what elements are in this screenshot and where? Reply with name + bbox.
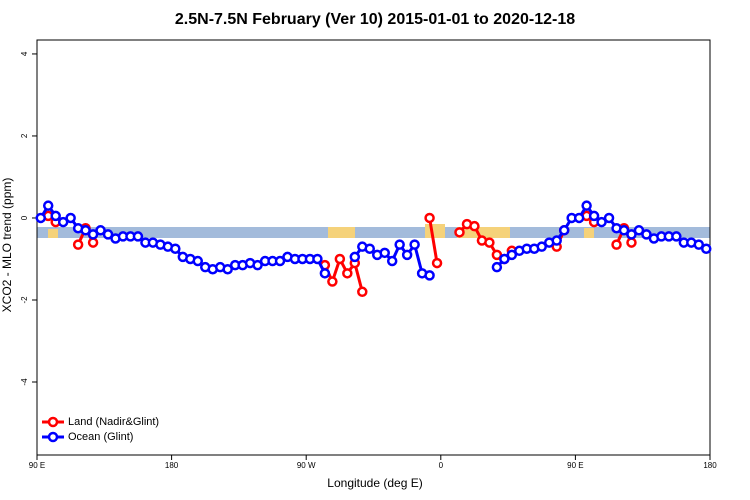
- land-patch: [457, 227, 510, 238]
- ocean-strip: [37, 227, 710, 238]
- data-point: [499, 253, 510, 265]
- land-patch: [48, 229, 58, 238]
- y-axis-label: XCO2 - MLO trend (ppm): [0, 178, 14, 313]
- data-point: [192, 255, 204, 267]
- data-point: [603, 212, 615, 224]
- data-point: [693, 239, 705, 250]
- data-point: [558, 225, 570, 236]
- data-point: [581, 200, 592, 211]
- x-tick-label: 180: [165, 461, 179, 470]
- data-point: [95, 225, 106, 236]
- data-point: [401, 249, 413, 261]
- land-patch: [328, 227, 355, 238]
- x-axis-label: Longitude (deg E): [327, 476, 422, 490]
- chart-title: 2.5N-7.5N February (Ver 10) 2015-01-01 t…: [175, 11, 575, 28]
- legend-marker: [47, 431, 59, 443]
- x-tick-label: 90 E: [567, 461, 583, 470]
- data-point: [536, 241, 547, 252]
- data-point: [626, 237, 637, 248]
- y-tick-label: 4: [20, 51, 29, 56]
- data-point: [409, 239, 420, 250]
- data-point: [50, 210, 61, 222]
- data-point: [80, 225, 91, 236]
- x-tick-label: 90 W: [297, 461, 316, 470]
- data-point: [87, 237, 99, 248]
- x-tick-label: 0: [439, 461, 444, 470]
- data-point: [57, 216, 69, 228]
- data-point: [454, 227, 465, 238]
- data-point: [252, 259, 263, 271]
- x-tick-label: 180: [703, 461, 717, 470]
- data-point: [102, 229, 114, 240]
- legend-label: Ocean (Glint): [68, 431, 133, 443]
- x-tick-label: 90 E: [29, 461, 45, 470]
- data-point: [394, 239, 405, 250]
- data-point: [342, 268, 353, 279]
- data-point: [222, 263, 233, 275]
- land-patch: [584, 228, 594, 238]
- map-strip: [37, 224, 710, 238]
- data-point: [35, 212, 46, 224]
- data-point: [87, 229, 99, 240]
- data-point: [573, 212, 585, 224]
- data-point: [334, 253, 346, 265]
- data-point: [132, 231, 144, 242]
- data-point: [491, 249, 503, 261]
- legend-marker: [47, 416, 59, 428]
- data-point: [379, 247, 390, 259]
- data-point: [551, 235, 562, 246]
- data-point: [618, 225, 630, 236]
- data-point: [431, 257, 443, 269]
- y-tick-label: -4: [20, 378, 29, 386]
- data-point: [349, 251, 361, 263]
- data-point: [633, 225, 645, 236]
- data-point: [327, 276, 338, 287]
- legend-label: Land (Nadir&Glint): [68, 416, 159, 428]
- data-point: [424, 212, 435, 224]
- data-point: [588, 210, 600, 222]
- data-point: [42, 200, 54, 211]
- y-tick-label: 2: [20, 133, 29, 138]
- data-point: [364, 243, 376, 254]
- data-point: [484, 237, 495, 248]
- data-point: [596, 216, 607, 228]
- y-tick-label: 0: [20, 215, 29, 220]
- data-point: [170, 243, 181, 254]
- data-point: [319, 268, 331, 279]
- land-patch: [425, 224, 445, 238]
- data-point: [469, 220, 480, 232]
- data-point: [701, 243, 712, 254]
- data-point: [641, 229, 652, 240]
- data-point: [506, 249, 518, 261]
- data-point: [357, 286, 368, 298]
- data-point: [386, 255, 398, 267]
- data-point: [626, 229, 637, 240]
- data-point: [611, 239, 622, 250]
- y-tick-label: -2: [20, 296, 29, 304]
- data-point: [671, 231, 682, 242]
- data-point: [312, 253, 323, 265]
- data-point: [72, 239, 84, 250]
- data-point: [274, 255, 286, 267]
- data-point: [65, 212, 76, 224]
- data-point: [424, 270, 435, 281]
- data-point: [491, 261, 503, 273]
